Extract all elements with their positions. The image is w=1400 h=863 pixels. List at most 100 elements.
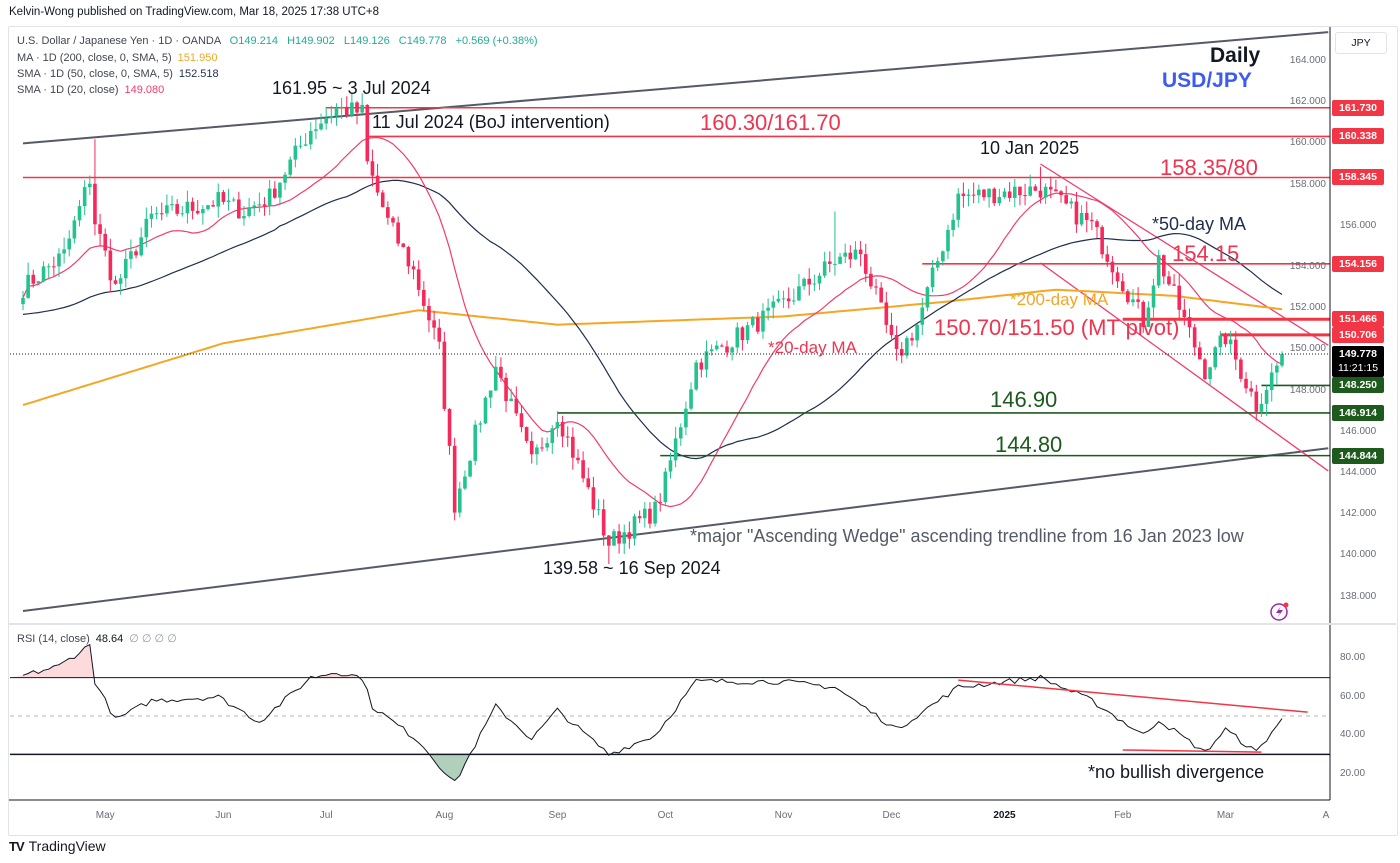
candle <box>432 310 436 340</box>
candle <box>350 93 354 118</box>
candle <box>339 97 344 119</box>
candle <box>139 227 143 257</box>
candle <box>1064 185 1068 205</box>
candle <box>987 188 991 208</box>
rsi-legend[interactable]: RSI (14, close) 48.64 ∅ ∅ ∅ ∅ <box>17 633 177 646</box>
ohlc-low: L149.126 <box>343 35 390 47</box>
candle-body <box>627 532 632 539</box>
candle-body <box>622 532 627 544</box>
candle-body <box>1069 201 1074 204</box>
rsi-extras: ∅ ∅ ∅ ∅ <box>129 633 177 645</box>
candle <box>1192 323 1197 356</box>
candle <box>72 216 77 244</box>
candle-body <box>658 501 663 503</box>
candle <box>709 344 714 356</box>
candle <box>704 340 709 378</box>
candle <box>67 230 72 257</box>
candle-body <box>77 206 82 221</box>
rsi-line <box>22 643 1283 782</box>
candle-body <box>930 267 935 288</box>
candle <box>879 282 883 303</box>
candle-body <box>82 187 87 207</box>
month-label: May <box>95 810 115 821</box>
candle-body <box>827 261 832 264</box>
candle <box>920 297 925 336</box>
candle <box>1100 225 1104 259</box>
candle-body <box>653 501 657 524</box>
candle-body <box>1244 378 1248 389</box>
candle <box>108 238 113 293</box>
candle <box>391 216 395 227</box>
candle <box>206 205 210 211</box>
candle <box>910 332 914 346</box>
candle-body <box>735 327 740 348</box>
currency-button[interactable]: JPY <box>1335 32 1387 54</box>
candle-body <box>62 249 66 254</box>
candle-body <box>756 317 760 332</box>
candle <box>216 183 221 218</box>
candle <box>175 199 179 217</box>
candle <box>977 184 981 204</box>
candle <box>843 243 848 264</box>
candle-body <box>493 366 498 391</box>
candle-body <box>406 247 411 267</box>
annotation-ma200: *200-day MA <box>1010 290 1109 309</box>
candle-body <box>1141 301 1146 327</box>
ma200-legend[interactable]: MA · 1D (200, close, 0, SMA, 5) 151.950 <box>17 52 217 65</box>
candle <box>118 274 123 295</box>
sma20-legend[interactable]: SMA · 1D (20, close) 149.080 <box>17 84 164 97</box>
lightning-icon[interactable] <box>1270 602 1289 621</box>
price-tick: 138.000 <box>1340 590 1377 602</box>
sma50-legend[interactable]: SMA · 1D (50, close, 0, SMA, 5) 152.518 <box>17 68 219 81</box>
candle-body <box>1208 367 1212 380</box>
candle-body <box>1213 347 1217 368</box>
candle <box>1264 385 1269 416</box>
candle <box>1136 287 1140 309</box>
candle <box>653 495 657 527</box>
candle <box>853 241 858 260</box>
candle-body <box>720 345 724 347</box>
candle-body <box>350 102 354 116</box>
candle-body <box>997 196 1002 204</box>
candle <box>1239 357 1243 383</box>
candle <box>761 303 765 339</box>
candle-body <box>1105 254 1110 262</box>
countdown: 11:21:15 <box>1337 361 1379 374</box>
candle-body <box>961 193 966 196</box>
candle-body <box>879 287 883 303</box>
tradingview-logo[interactable]: TV TradingView <box>9 838 106 854</box>
candle <box>627 521 632 549</box>
candle <box>360 93 364 114</box>
candle <box>1197 341 1202 360</box>
candle-body <box>781 298 786 300</box>
candle-body <box>134 251 138 256</box>
candle <box>735 322 740 354</box>
candle-body <box>910 338 914 341</box>
candle-body <box>1095 221 1099 228</box>
annotation-ma50: *50-day MA <box>1152 214 1247 234</box>
annotation-pivot: 150.70/151.50 (MT pivot) <box>934 315 1180 340</box>
candle-body <box>334 107 339 116</box>
candle-body <box>216 192 221 207</box>
candle-body <box>237 199 241 219</box>
price-tick: 150.000 <box>1289 343 1326 355</box>
candle <box>437 318 442 350</box>
sma20-value: 149.080 <box>124 84 165 96</box>
candle-body <box>201 209 205 214</box>
candle-body <box>108 250 113 281</box>
tradingview-logo-icon: TV <box>9 838 25 854</box>
candle-body <box>355 102 359 113</box>
candle-body <box>792 300 796 302</box>
annotation-jan: 10 Jan 2025 <box>980 138 1080 158</box>
candle-body <box>26 274 30 298</box>
candle <box>519 405 524 433</box>
price-label-resist: 150.706 <box>1332 326 1384 343</box>
candle <box>478 420 483 433</box>
candle-body <box>262 204 267 207</box>
candle <box>550 425 555 455</box>
candle <box>1095 219 1099 239</box>
ohlc-change: +0.569 (+0.38%) <box>455 35 538 47</box>
candle-body <box>365 105 370 162</box>
candle-body <box>221 192 226 202</box>
